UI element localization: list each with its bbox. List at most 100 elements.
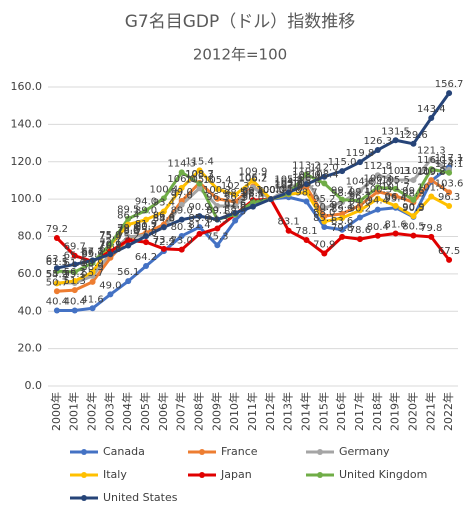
- data-label: 72.1: [99, 237, 121, 248]
- data-point: [232, 203, 239, 210]
- data-label: 95.2: [313, 194, 335, 205]
- data-label: 109.8: [417, 167, 446, 178]
- data-label: 83.1: [278, 217, 300, 228]
- data-label: 104.0: [363, 178, 392, 189]
- data-label: 126.3: [363, 136, 392, 147]
- data-label: 105.5: [381, 175, 410, 186]
- data-point: [71, 261, 78, 268]
- data-point: [374, 184, 381, 191]
- data-label: 80.3: [171, 222, 193, 233]
- data-label: 100.0: [257, 185, 286, 196]
- data-point: [71, 277, 78, 284]
- data-label: 73.0: [171, 236, 193, 247]
- data-label: 80.5: [402, 222, 424, 233]
- data-point: [214, 203, 221, 210]
- x-tick-label: 2011年: [245, 392, 259, 431]
- data-label: 60.9: [81, 258, 103, 269]
- data-point: [285, 185, 292, 192]
- data-label: 84.8: [153, 214, 175, 225]
- data-point: [214, 186, 221, 193]
- data-label: 90.5: [402, 203, 424, 214]
- data-label: 75.3: [206, 231, 228, 242]
- data-label: 88.0: [313, 208, 335, 219]
- data-point: [53, 265, 60, 272]
- y-tick-label: 60.0: [18, 267, 43, 280]
- data-label: 119.8: [346, 148, 375, 159]
- data-label: 105.8: [185, 174, 214, 185]
- data-label: 94.4: [367, 196, 389, 207]
- data-point: [356, 214, 363, 221]
- x-tick-label: 2000年: [49, 392, 63, 431]
- data-point: [428, 233, 435, 240]
- data-point: [107, 241, 114, 248]
- data-label: 110.2: [399, 166, 428, 177]
- data-point: [446, 256, 453, 263]
- data-label: 86.4: [153, 211, 175, 222]
- x-tick-label: 2020年: [405, 392, 419, 431]
- data-label: 79.2: [46, 224, 68, 235]
- data-label: 110.1: [292, 166, 321, 177]
- data-point: [392, 202, 399, 209]
- data-point: [374, 146, 381, 153]
- data-point: [428, 177, 435, 184]
- data-point: [214, 242, 221, 249]
- data-label: 90.9: [402, 202, 424, 213]
- data-label: 102.6: [274, 180, 303, 191]
- data-label: 106.3: [363, 173, 392, 184]
- data-point: [303, 189, 310, 196]
- data-label: 69.7: [64, 242, 86, 253]
- data-label: 100.0: [257, 185, 286, 196]
- data-point: [250, 203, 256, 210]
- data-point: [143, 207, 150, 214]
- data-label: 56.2: [64, 267, 86, 278]
- data-point: [232, 198, 239, 205]
- data-label: 100.0: [257, 185, 286, 196]
- data-point: [339, 210, 346, 217]
- data-label: 79.8: [420, 223, 442, 234]
- data-point: [196, 185, 203, 192]
- x-tick-label: 2002年: [85, 392, 99, 431]
- data-label: 61.0: [64, 258, 86, 269]
- data-point: [356, 159, 363, 166]
- data-point: [339, 226, 346, 233]
- data-point: [178, 201, 185, 208]
- data-label: 75.9: [99, 230, 121, 241]
- data-label: 143.4: [417, 104, 446, 115]
- data-label: 104.7: [274, 176, 303, 187]
- data-label: 98.1: [242, 189, 264, 200]
- data-label: 78.8: [117, 225, 139, 236]
- data-point: [392, 137, 399, 144]
- data-point: [374, 195, 381, 202]
- data-label: 98.5: [224, 188, 246, 199]
- data-point: [446, 169, 453, 176]
- data-point: [214, 225, 221, 232]
- data-label: 94.0: [135, 196, 157, 207]
- data-label: 117.1: [435, 153, 464, 164]
- data-label: 109.9: [239, 167, 268, 178]
- data-point: [89, 269, 96, 276]
- data-point: [374, 206, 381, 213]
- data-point: [446, 189, 453, 196]
- data-point: [303, 237, 310, 244]
- data-point: [143, 263, 150, 270]
- data-label: 101.0: [274, 183, 303, 194]
- data-label: 80.2: [135, 222, 157, 233]
- data-point: [446, 203, 453, 210]
- data-label: 41.6: [81, 294, 103, 305]
- x-tick-label: 2014年: [298, 392, 312, 431]
- legend-marker: [81, 449, 87, 455]
- chart-subtitle: 2012年=100: [193, 46, 287, 64]
- data-point: [250, 199, 256, 206]
- data-label: 98.4: [242, 188, 264, 199]
- data-label: 106.2: [239, 174, 268, 185]
- data-label: 115.0: [328, 157, 357, 168]
- data-point: [178, 246, 185, 253]
- data-label: 103.6: [292, 178, 321, 189]
- data-label: 75.2: [117, 231, 139, 242]
- data-point: [410, 232, 417, 239]
- data-label: 103.6: [435, 178, 464, 189]
- data-label: 100.2: [203, 185, 232, 196]
- data-label: 92.6: [224, 199, 246, 210]
- data-label: 84.3: [206, 214, 228, 225]
